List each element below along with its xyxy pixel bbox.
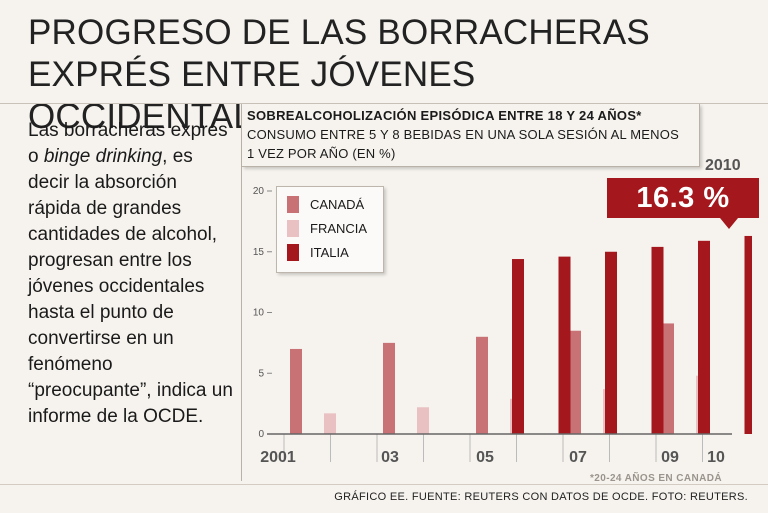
bar-italia-2005 <box>512 259 524 434</box>
x-tick-label-10: 10 <box>707 449 725 466</box>
x-tick-label-03: 03 <box>381 449 399 466</box>
x-tick-label-05: 05 <box>476 449 494 466</box>
y-tick-label-5: 5 <box>258 368 264 379</box>
chart-subtitle-line-2: 1 VEZ POR AÑO (EN %) <box>247 146 396 161</box>
body-text-part-1: Las borracheras exprés o <box>28 120 228 167</box>
column-divider <box>241 104 242 481</box>
bar-italia-2006 <box>558 256 571 434</box>
y-tick-label-15: 15 <box>253 247 265 258</box>
x-tick-label-2001: 2001 <box>260 449 296 466</box>
bar-canada-2003 <box>383 342 395 434</box>
body-text-part-2: , es decir la absorción rápida de grande… <box>28 146 233 427</box>
page-title: PROGRESO DE LAS BORRACHERAS EXPRÉS ENTRE… <box>28 12 748 138</box>
bar-italia-2007 <box>605 251 617 434</box>
legend-label-canada: CANADÁ <box>310 197 365 212</box>
credit-text: GRÁFICO EE. FUENTE: REUTERS CON DATOS DE… <box>334 491 748 503</box>
bar-canada-2005 <box>476 336 488 434</box>
x-tick-label-09: 09 <box>661 449 679 466</box>
legend-label-francia: FRANCIA <box>310 221 368 236</box>
x-tick-label-07: 07 <box>569 449 587 466</box>
legend-swatch-canada <box>287 196 299 213</box>
legend-swatch-italia <box>287 244 299 261</box>
chart-title: SOBREALCOHOLIZACIÓN EPISÓDICA ENTRE 18 Y… <box>247 108 642 123</box>
title-line-1: PROGRESO DE LAS BORRACHERAS <box>28 13 650 52</box>
legend-swatch-francia <box>287 220 299 237</box>
bar-italia-2010 <box>744 235 752 434</box>
bar-canada-2009 <box>662 323 674 434</box>
credit-bar: GRÁFICO EE. FUENTE: REUTERS CON DATOS DE… <box>0 484 768 513</box>
y-tick-label-0: 0 <box>258 429 264 440</box>
chart-subheading: SOBREALCOHOLIZACIÓN EPISÓDICA ENTRE 18 Y… <box>242 104 700 167</box>
bar-canada-2007 <box>569 330 581 434</box>
body-text: Las borracheras exprés o binge drinking,… <box>28 118 233 430</box>
legend-label-italia: ITALIA <box>310 245 349 260</box>
bar-canada-2001 <box>290 348 302 434</box>
bar-italia-2009 <box>698 240 710 434</box>
chart-subtitle-line-1: CONSUMO ENTRE 5 Y 8 BEBIDAS EN UNA SOLA … <box>247 127 679 142</box>
callout-value: 16.3 % <box>607 178 759 229</box>
footnote: *20-24 AÑOS EN CANADÁ <box>590 473 722 484</box>
y-tick-label-10: 10 <box>253 308 265 319</box>
bar-francia-2003 <box>417 407 429 434</box>
body-text-italic: binge drinking <box>43 146 163 167</box>
y-tick-label-20: 20 <box>253 186 265 197</box>
top-rule <box>0 103 768 104</box>
legend: CANADÁ FRANCIA ITALIA <box>276 186 384 273</box>
callout-year: 2010 <box>705 157 741 174</box>
bar-francia-2001 <box>324 413 336 434</box>
bar-italia-2008 <box>651 246 664 434</box>
